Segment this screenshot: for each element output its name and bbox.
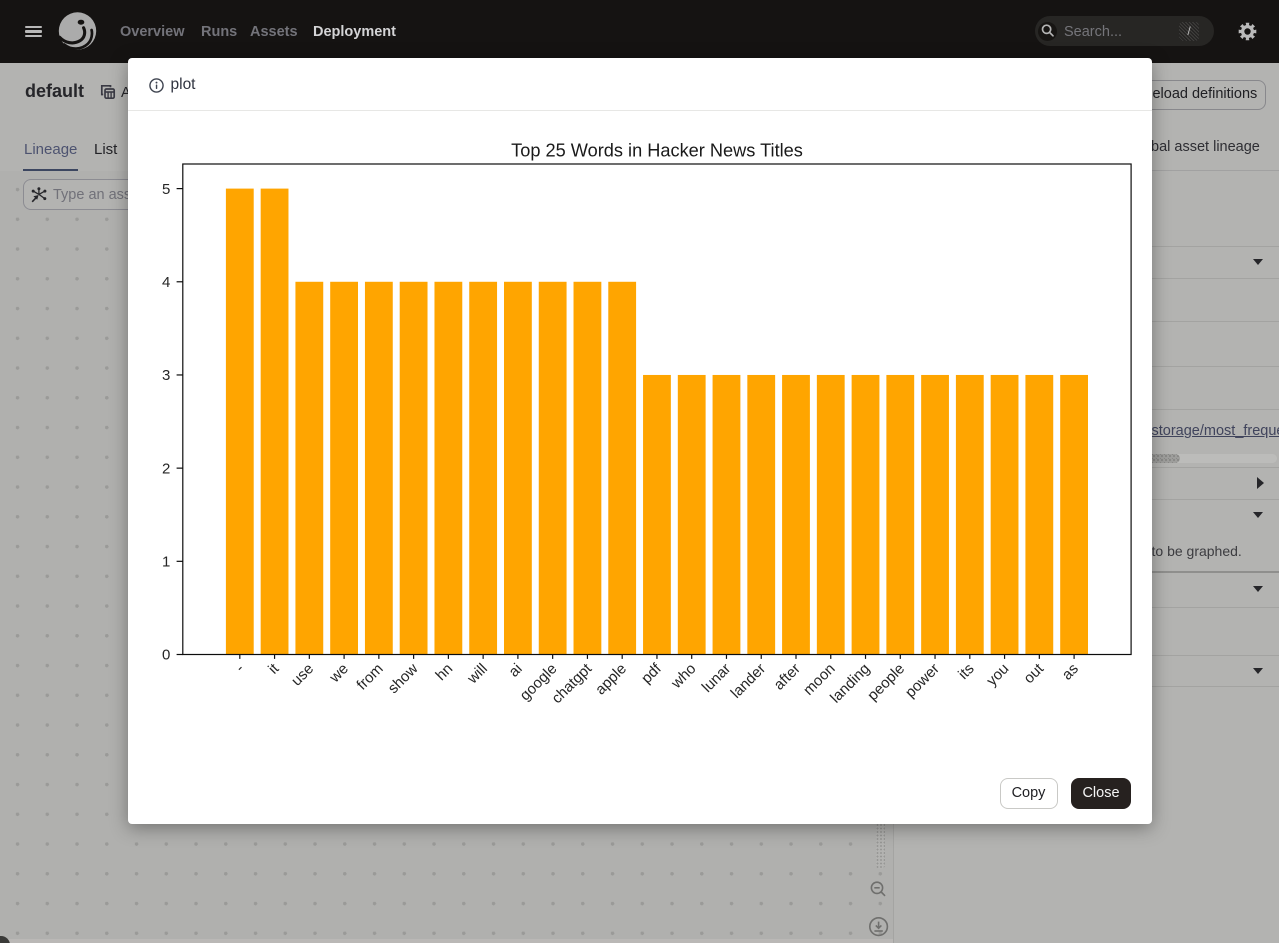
svg-text:people: people bbox=[864, 660, 908, 704]
svg-text:hn: hn bbox=[432, 660, 456, 684]
svg-text:5: 5 bbox=[161, 181, 169, 198]
svg-text:power: power bbox=[901, 660, 942, 701]
svg-text:show: show bbox=[384, 660, 421, 697]
svg-text:landing: landing bbox=[827, 660, 873, 706]
svg-text:3: 3 bbox=[161, 367, 169, 384]
svg-text:2: 2 bbox=[161, 460, 169, 477]
svg-text:it: it bbox=[265, 660, 283, 678]
svg-text:use: use bbox=[288, 660, 317, 689]
svg-text:from: from bbox=[353, 660, 386, 693]
svg-text:1: 1 bbox=[161, 554, 169, 571]
svg-text:apple: apple bbox=[592, 660, 630, 698]
svg-text:its: its bbox=[955, 660, 978, 683]
svg-text:you: you bbox=[983, 660, 1012, 689]
svg-text:ai: ai bbox=[505, 660, 525, 680]
svg-text:who: who bbox=[667, 660, 699, 692]
svg-text:as: as bbox=[1058, 660, 1081, 683]
svg-text:4: 4 bbox=[161, 274, 169, 291]
svg-text:chatgpt: chatgpt bbox=[548, 660, 595, 707]
svg-text:-: - bbox=[232, 660, 248, 676]
svg-text:we: we bbox=[325, 660, 351, 686]
svg-text:out: out bbox=[1020, 660, 1047, 687]
svg-text:will: will bbox=[463, 660, 490, 687]
svg-text:0: 0 bbox=[161, 647, 169, 664]
svg-text:Top 25 Words in Hacker News Ti: Top 25 Words in Hacker News Titles bbox=[511, 141, 803, 161]
svg-text:after: after bbox=[770, 660, 803, 693]
svg-text:lander: lander bbox=[727, 660, 769, 702]
svg-text:pdf: pdf bbox=[638, 660, 665, 687]
